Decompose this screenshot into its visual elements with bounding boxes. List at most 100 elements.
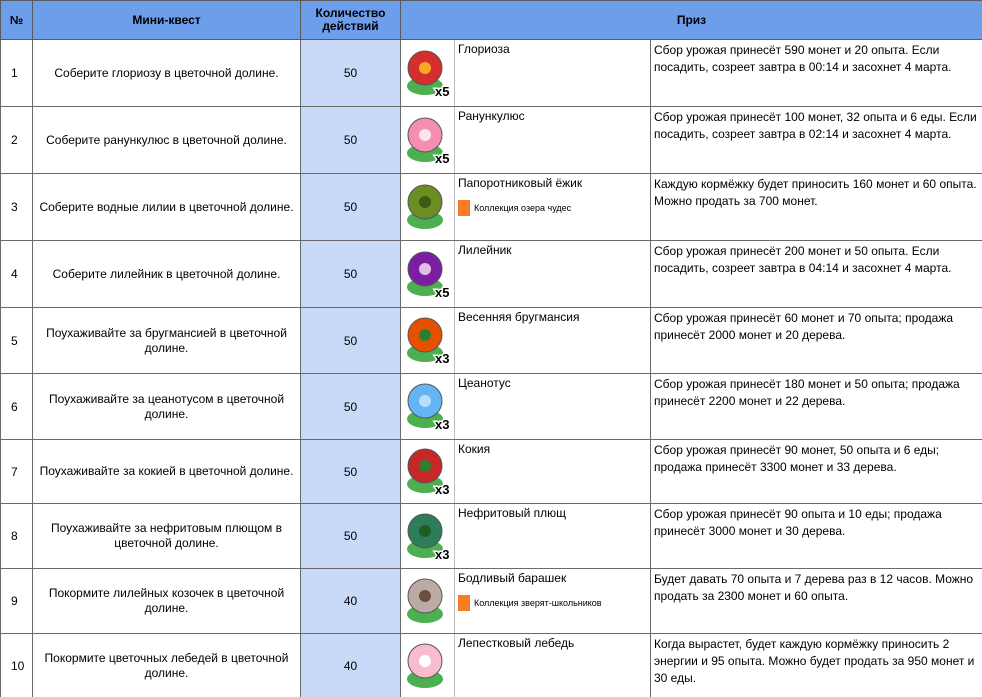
prize-icon: x5: [407, 117, 451, 167]
quest-row: 10 Покормите цветочных лебедей в цветочно…: [0, 633, 982, 697]
row-num: 8: [0, 503, 33, 569]
prize-item: Цеанотус: [458, 376, 511, 390]
row-num: 2: [0, 106, 33, 174]
table-body: 1 Соберите глориозу в цветочной долине. 50…: [0, 39, 982, 697]
quest-text: Поухаживайте за цеанотусом в цветочной д…: [32, 373, 301, 440]
action-count: 50: [300, 373, 401, 440]
prize-item: Бодливый барашек: [458, 571, 567, 585]
quest-row: 2 Соберите ранункулюс в цветочной долине.…: [0, 106, 982, 174]
prize-icon: x3: [407, 448, 451, 499]
prize-description: Когда вырастет, будет каждую кормёжку пр…: [650, 633, 982, 697]
prize-qty: x3: [435, 482, 449, 497]
prize-icon: x5: [407, 50, 451, 100]
action-count: 50: [300, 39, 401, 107]
prize-icon-cell: x3: [400, 307, 455, 374]
header-num: №: [0, 0, 33, 40]
icon-center: [419, 329, 431, 341]
prize-item: Кокия: [458, 442, 491, 456]
icon-center: [419, 128, 431, 141]
quest-row: 5 Поухаживайте за бругмансией в цветочной…: [0, 307, 982, 374]
prize-item: Ранункулюс: [458, 109, 525, 123]
prize-description: Будет давать 70 опыта и 7 дерева раз в 1…: [650, 568, 982, 634]
prize-icon-cell: [400, 173, 455, 241]
quest-text: Соберите водные лилии в цветочной долине…: [32, 173, 301, 241]
header-row: № Мини-квест Количество действий Приз: [0, 0, 982, 40]
row-num: 4: [0, 240, 33, 308]
prize-item: Нефритовый плющ: [458, 506, 567, 520]
row-num: 7: [0, 439, 33, 504]
prize-description: Сбор урожая принесёт 180 монет и 50 опыт…: [650, 373, 982, 440]
row-num: 10: [0, 633, 33, 697]
prize-item: Весенняя бругмансия: [458, 310, 580, 324]
prize-description: Сбор урожая принесёт 100 монет, 32 опыта…: [650, 106, 982, 174]
prize-icon-cell: x5: [400, 39, 455, 107]
quest-row: 3 Соберите водные лилии в цветочной долин…: [0, 173, 982, 241]
icon-center: [419, 195, 431, 208]
prize-name: Лепестковый лебедь: [454, 633, 651, 697]
icon-center: [419, 61, 431, 74]
prize-description: Сбор урожая принесёт 90 монет, 50 опыта …: [650, 439, 982, 504]
prize-icon-cell: [400, 568, 455, 634]
icon-center: [419, 654, 431, 667]
row-num: 5: [0, 307, 33, 374]
icon-center: [419, 589, 431, 602]
header-quest: Мини-квест: [32, 0, 301, 40]
quest-row: 1 Соберите глориозу в цветочной долине. 50…: [0, 39, 982, 107]
prize-description: Сбор урожая принесёт 590 монет и 20 опыт…: [650, 39, 982, 107]
prize-name: Кокия: [454, 439, 651, 504]
prize-name: Весенняя бругмансия: [454, 307, 651, 374]
prize-icon: x3: [407, 383, 451, 434]
prize-name: Глориоза: [454, 39, 651, 107]
quest-text: Поухаживайте за кокией в цветочной долин…: [32, 439, 301, 504]
prize-description: Сбор урожая принесёт 60 монет и 70 опыта…: [650, 307, 982, 374]
icon-center: [419, 262, 431, 275]
icon-center: [419, 395, 431, 407]
prize-icon-cell: x3: [400, 373, 455, 440]
row-num: 3: [0, 173, 33, 241]
prize-collection: Коллекция озера чудес: [458, 200, 574, 216]
quest-text: Соберите ранункулюс в цветочной долине.: [32, 106, 301, 174]
prize-icon: [407, 578, 443, 623]
prize-icon: [407, 184, 443, 229]
action-count: 50: [300, 503, 401, 569]
action-count: 40: [300, 568, 401, 634]
prize-qty: x3: [435, 417, 449, 432]
prize-icon-cell: x5: [400, 240, 455, 308]
header-count: Количество действий: [300, 0, 401, 40]
action-count: 50: [300, 240, 401, 308]
action-count: 50: [300, 439, 401, 504]
prize-icon: x3: [407, 513, 451, 563]
row-num: 1: [0, 39, 33, 107]
prize-item: Папоротниковый ёжик: [458, 176, 583, 190]
prize-qty: x5: [435, 285, 449, 300]
quest-row: 9 Покормите лилейных козочек в цветочной …: [0, 568, 982, 634]
quest-row: 7 Поухаживайте за кокией в цветочной доли…: [0, 439, 982, 504]
prize-item: Лилейник: [458, 243, 512, 257]
prize-icon-cell: x3: [400, 503, 455, 569]
prize-qty: x5: [435, 151, 449, 166]
prize-name: Ранункулюс: [454, 106, 651, 174]
quest-text: Поухаживайте за нефритовым плющом в цвет…: [32, 503, 301, 569]
prize-description: Сбор урожая принесёт 200 монет и 50 опыт…: [650, 240, 982, 308]
action-count: 50: [300, 173, 401, 241]
icon-center: [419, 460, 431, 472]
prize-icon: [407, 643, 443, 688]
quest-row: 4 Соберите лилейник в цветочной долине. 50…: [0, 240, 982, 308]
prize-name: Лилейник: [454, 240, 651, 308]
prize-item: Лепестковый лебедь: [458, 636, 575, 650]
prize-name: Бодливый барашек Коллекция зверят-школьни…: [454, 568, 651, 634]
prize-icon: x5: [407, 251, 451, 301]
quest-text: Соберите лилейник в цветочной долине.: [32, 240, 301, 308]
prize-icon-cell: [400, 633, 455, 697]
icon-center: [419, 524, 431, 537]
prize-description: Сбор урожая принесёт 90 опыта и 10 еды; …: [650, 503, 982, 569]
quest-text: Покормите лилейных козочек в цветочной д…: [32, 568, 301, 634]
prize-description: Каждую кормёжку будет приносить 160 моне…: [650, 173, 982, 241]
row-num: 6: [0, 373, 33, 440]
quest-text: Соберите глориозу в цветочной долине.: [32, 39, 301, 107]
prize-collection: Коллекция зверят-школьников: [458, 595, 605, 611]
prize-qty: x3: [435, 351, 449, 366]
prize-item: Глориоза: [458, 42, 510, 56]
prize-icon-cell: x3: [400, 439, 455, 504]
